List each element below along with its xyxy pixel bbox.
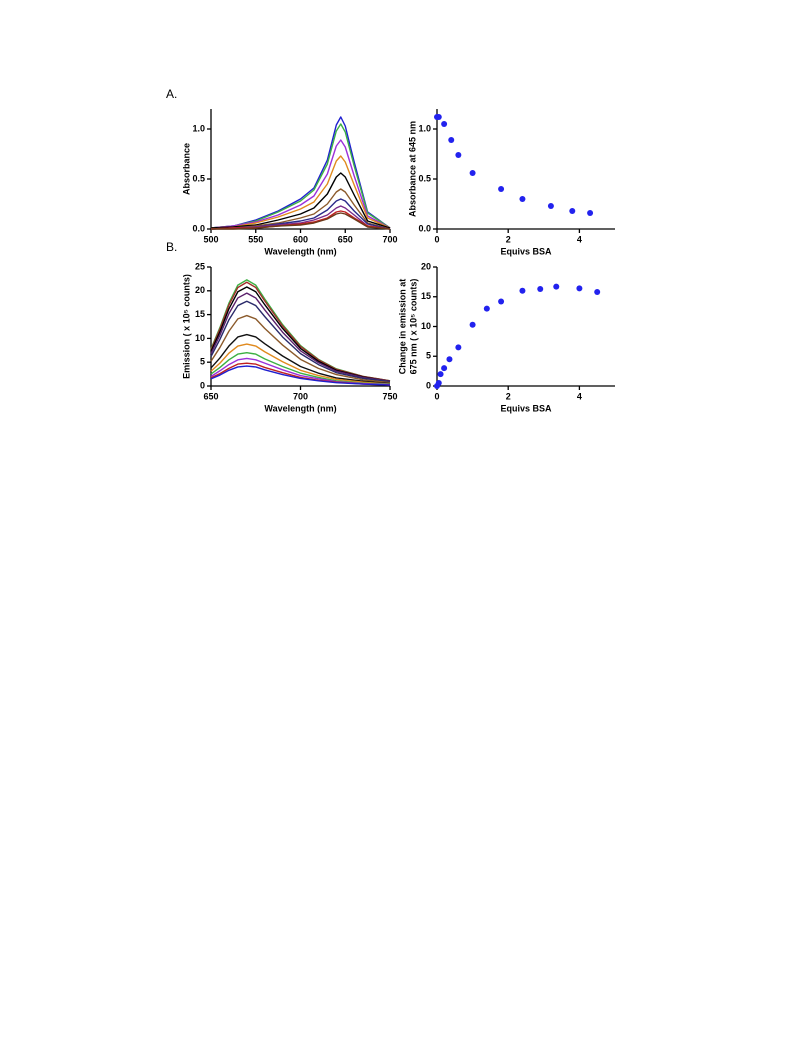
data-point [547, 203, 554, 209]
panel-label: A. [166, 87, 177, 101]
data-point [441, 121, 448, 127]
x-tick-label: 650 [338, 234, 353, 244]
x-tick-label: 650 [203, 391, 218, 401]
y-axis-label: Absorbance at 645 nm [407, 121, 417, 217]
spectrum-line [210, 205, 391, 230]
y-tick-label: 0 [426, 380, 431, 390]
y-tick-label: 0.0 [192, 223, 205, 233]
y-axis-label: 675 nm ( x 10⁵ counts) [408, 279, 418, 375]
data-point [587, 210, 594, 216]
spectrum-line [210, 314, 391, 384]
data-point [498, 186, 505, 192]
y-tick-label: 10 [195, 333, 205, 343]
data-point [594, 288, 601, 295]
y-tick-label: 1.0 [192, 123, 205, 133]
spectrum-line [210, 188, 391, 230]
spectrum-line [210, 139, 391, 229]
data-point [469, 170, 476, 176]
spectrum-line [210, 281, 391, 382]
spectrum-line [210, 365, 391, 386]
y-tick-label: 10 [421, 321, 431, 331]
data-point [469, 321, 476, 328]
y-axis-label: Change in emission at [397, 279, 407, 375]
spectrum-line [210, 155, 391, 229]
data-point [437, 371, 444, 378]
data-point [446, 356, 453, 363]
y-tick-label: 20 [421, 261, 431, 271]
y-axis-label: Absorbance [181, 143, 191, 195]
spectrum-line [210, 123, 391, 229]
x-tick-label: 700 [382, 234, 397, 244]
data-point [448, 137, 455, 143]
data-point [553, 283, 560, 290]
spectrum-line [210, 279, 391, 382]
spectrum-line [210, 343, 391, 385]
spectrum-line [210, 333, 391, 385]
data-point [519, 287, 526, 294]
x-tick-label: 600 [293, 234, 308, 244]
spectrum-line [210, 351, 391, 385]
x-tick-label: 500 [203, 234, 218, 244]
spectrum-line [210, 172, 391, 229]
y-tick-label: 0.5 [418, 173, 431, 183]
data-point [435, 114, 442, 120]
data-point [569, 208, 576, 214]
x-tick-label: 750 [382, 391, 397, 401]
y-tick-label: 1.0 [418, 123, 431, 133]
y-tick-label: 20 [195, 285, 205, 295]
y-tick-label: 0 [200, 380, 205, 390]
data-point [537, 286, 544, 293]
x-tick-label: 0 [434, 391, 439, 401]
data-point [435, 380, 442, 387]
x-tick-label: 700 [293, 391, 308, 401]
spectrum-line [210, 300, 391, 383]
y-tick-label: 0.0 [418, 223, 431, 233]
x-tick-label: 550 [248, 234, 263, 244]
y-axis-label: Emission ( x 10⁵ counts) [181, 274, 191, 379]
data-point [455, 344, 462, 351]
y-tick-label: 5 [200, 357, 205, 367]
data-point [441, 365, 448, 372]
data-point [519, 196, 526, 202]
spectrum-line [211, 212, 391, 230]
x-axis-label: Equivs BSA [500, 403, 552, 413]
spectrum-line [210, 116, 391, 229]
x-tick-label: 2 [506, 391, 511, 401]
x-axis-label: Equivs BSA [500, 246, 552, 256]
x-tick-label: 2 [506, 234, 511, 244]
spectrum-line [210, 286, 391, 382]
y-tick-label: 15 [421, 291, 431, 301]
y-tick-label: 5 [426, 351, 431, 361]
data-point [455, 152, 462, 158]
data-point [483, 305, 490, 312]
data-point [576, 285, 583, 292]
y-tick-label: 25 [195, 261, 205, 271]
panel-label: B. [166, 240, 177, 254]
y-tick-label: 15 [195, 309, 205, 319]
x-axis-label: Wavelength (nm) [264, 403, 336, 413]
x-tick-label: 4 [577, 391, 582, 401]
x-axis-label: Wavelength (nm) [264, 246, 336, 256]
x-tick-label: 4 [577, 234, 582, 244]
x-tick-label: 0 [434, 234, 439, 244]
y-tick-label: 0.5 [192, 173, 205, 183]
spectrum-line [210, 292, 391, 382]
data-point [498, 298, 505, 305]
